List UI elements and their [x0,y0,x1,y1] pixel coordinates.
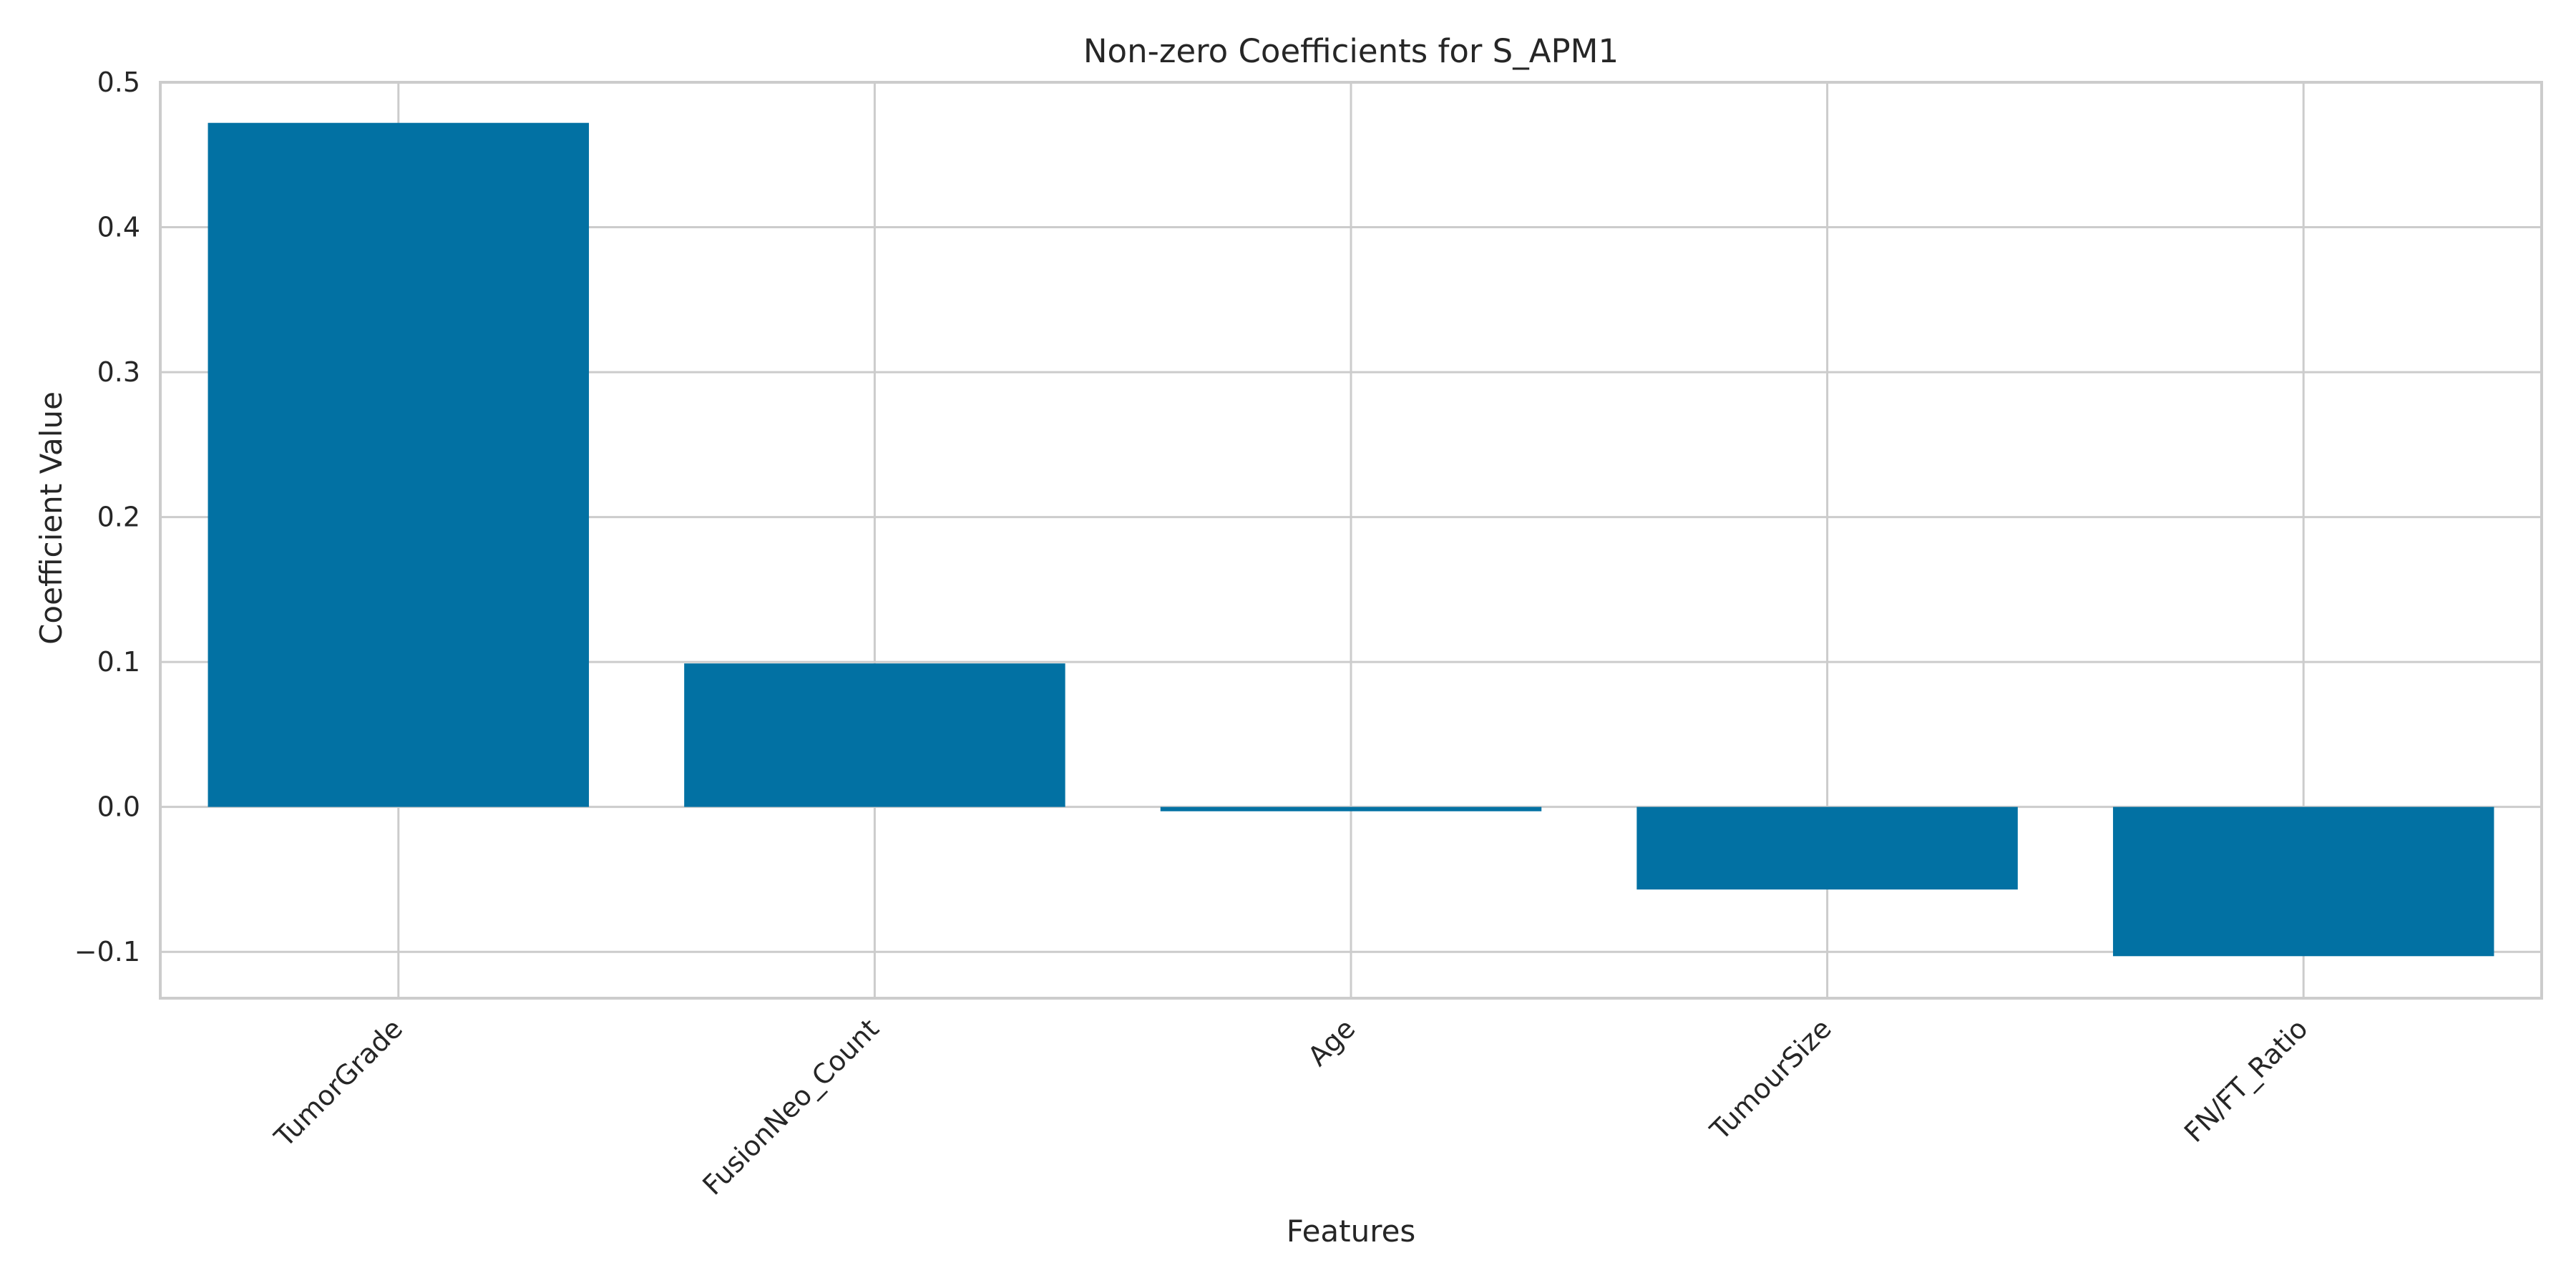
x-tick-label: TumourSize [1704,1013,1838,1146]
bar-tumoursize [1636,806,2018,890]
bars-layer [208,122,2494,957]
y-tick-label: 0.1 [97,646,140,678]
x-axis-label: Features [1287,1214,1416,1249]
bar-age [1160,806,1542,811]
y-tick-label: 0.4 [97,212,140,243]
bar-fusionneo-count [684,663,1065,807]
y-tick-label: 0.0 [97,791,140,823]
x-tick-label: FusionNeo_Count [696,1013,884,1201]
plot-frame [159,81,2543,1000]
x-tick-label: Age [1302,1013,1361,1072]
y-tick-label: −0.1 [74,936,140,967]
chart-title: Non-zero Coefficients for S_APM1 [1083,32,1619,70]
x-tick-label: TumorGrade [268,1013,409,1153]
x-tick-label: FN/FT_Ratio [2178,1013,2314,1148]
x-tick-labels: TumorGrade FusionNeo_Count Age TumourSize FN… [268,1013,2313,1201]
y-tick-label: 0.3 [97,356,140,388]
y-axis-label: Coefficient Value [34,391,69,645]
bar-fn-ft-ratio [2112,806,2494,957]
bar-tumorgrade [208,122,590,807]
plot-border [159,81,2543,1000]
y-tick-label: 0.5 [97,67,140,98]
y-tick-label: 0.2 [97,502,140,533]
y-tick-labels: −0.1 0.0 0.1 0.2 0.3 0.4 0.5 [74,67,140,967]
